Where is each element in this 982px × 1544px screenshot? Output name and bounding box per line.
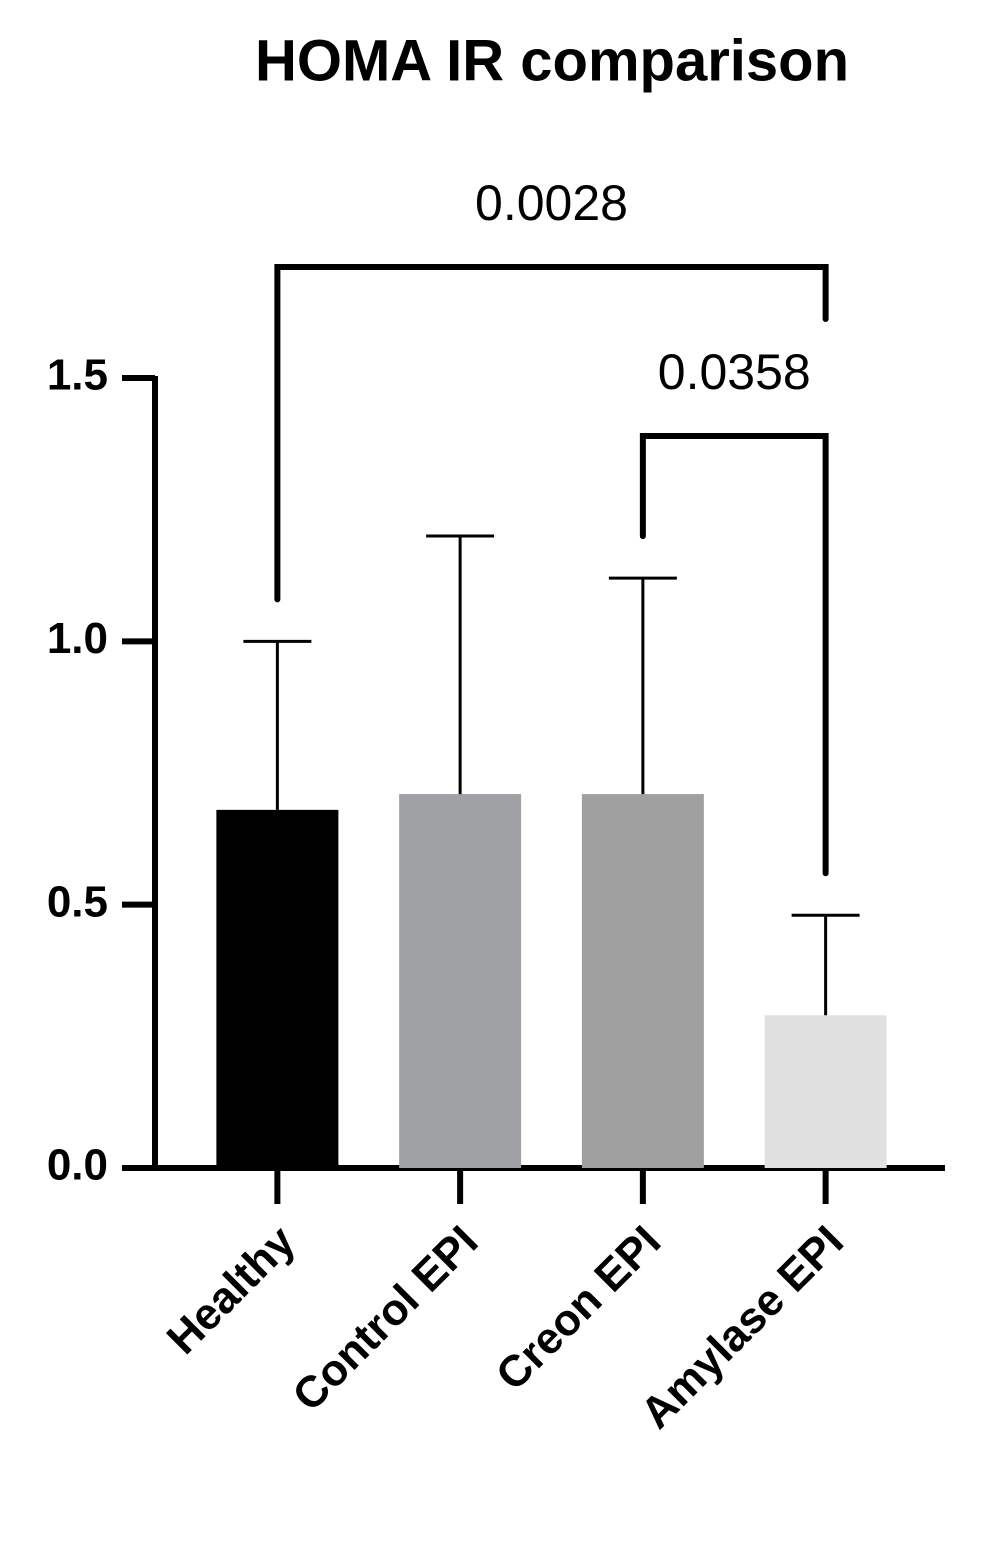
y-tick-label: 1.0: [47, 614, 108, 663]
p-value-label: 0.0028: [475, 175, 628, 231]
chart-title: HOMA IR comparison: [255, 28, 849, 93]
x-tick-label: Healthy: [158, 1216, 305, 1363]
y-tick-label: 0.0: [47, 1141, 108, 1190]
x-tick-label: Control EPI: [283, 1217, 487, 1421]
y-tick-label: 1.5: [47, 351, 108, 400]
bar: [216, 809, 339, 1168]
p-value-label: 0.0358: [658, 344, 811, 400]
significance-bracket: [639, 433, 829, 877]
bar: [764, 1015, 887, 1168]
bar: [581, 794, 704, 1168]
significance-bracket: [274, 264, 829, 603]
bar: [399, 794, 522, 1168]
x-tick-label: Creon EPI: [487, 1217, 670, 1400]
y-tick-label: 0.5: [47, 877, 108, 926]
